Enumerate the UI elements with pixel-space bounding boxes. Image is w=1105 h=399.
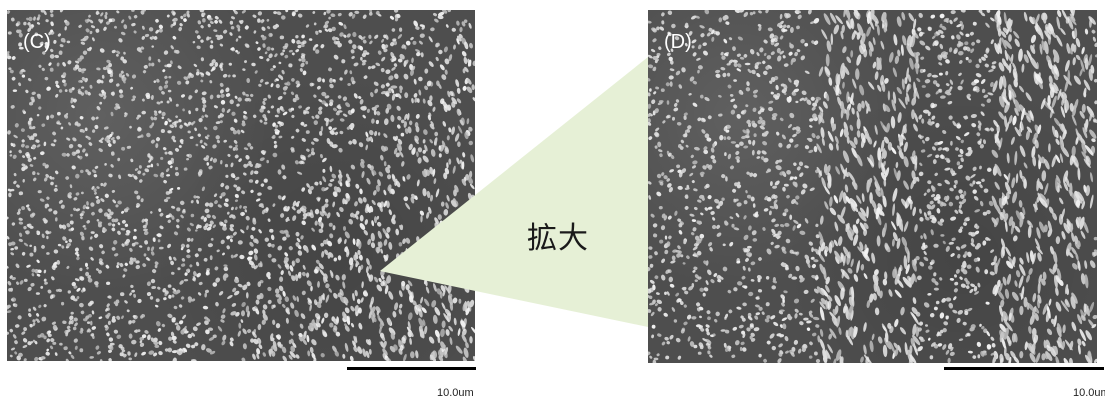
panel-label-c: (C) [23,31,51,53]
callout-wedge [380,57,648,327]
panel-label-d: (D) [664,31,692,53]
sem-image-c: (C) [7,10,475,361]
scale-bar-c [347,367,476,370]
magnify-label: 拡大 [527,221,589,256]
scale-text-c: 10.0um [437,387,474,399]
nanostructure-texture-c [7,10,475,361]
scale-text-d: 10.0um [1073,387,1105,399]
sem-image-d: (D) [648,10,1097,363]
scale-bar-d [944,367,1104,370]
nanostructure-texture-d [648,10,1097,363]
